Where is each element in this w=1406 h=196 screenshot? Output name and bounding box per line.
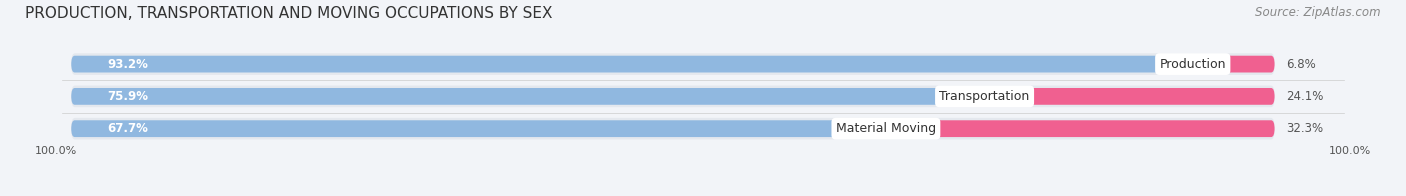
Text: Production: Production [1160,58,1226,71]
FancyBboxPatch shape [72,56,1192,73]
Legend: Male, Female: Male, Female [634,192,772,196]
FancyBboxPatch shape [72,86,1275,107]
FancyBboxPatch shape [72,120,886,137]
Text: 32.3%: 32.3% [1286,122,1323,135]
FancyBboxPatch shape [72,88,984,105]
FancyBboxPatch shape [984,88,1275,105]
FancyBboxPatch shape [72,53,1275,75]
Text: 6.8%: 6.8% [1286,58,1316,71]
Text: Transportation: Transportation [939,90,1029,103]
Text: PRODUCTION, TRANSPORTATION AND MOVING OCCUPATIONS BY SEX: PRODUCTION, TRANSPORTATION AND MOVING OC… [25,6,553,21]
FancyBboxPatch shape [1192,56,1275,73]
Text: 67.7%: 67.7% [107,122,148,135]
Text: Material Moving: Material Moving [835,122,936,135]
Text: 100.0%: 100.0% [35,146,77,156]
Text: Source: ZipAtlas.com: Source: ZipAtlas.com [1256,6,1381,19]
Text: 93.2%: 93.2% [107,58,148,71]
Text: 100.0%: 100.0% [1329,146,1371,156]
Text: 24.1%: 24.1% [1286,90,1324,103]
FancyBboxPatch shape [886,120,1275,137]
FancyBboxPatch shape [72,118,1275,140]
Text: 75.9%: 75.9% [107,90,149,103]
